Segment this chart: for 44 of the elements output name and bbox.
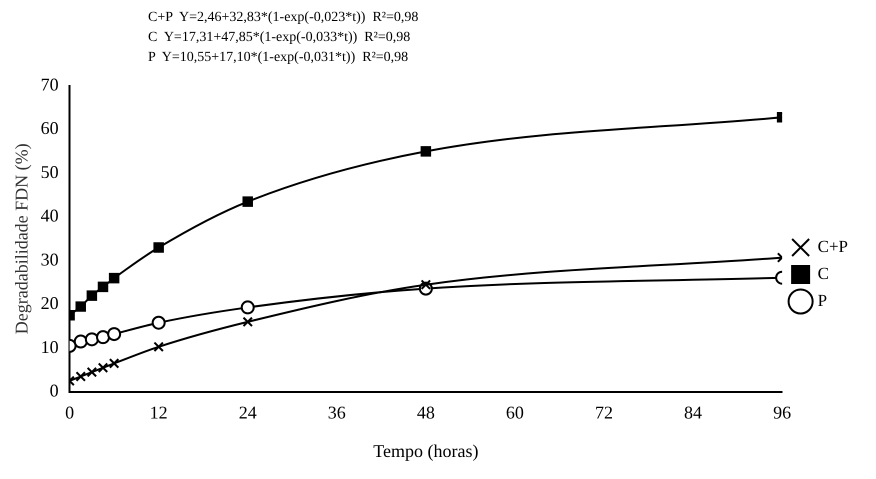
- y-tick-label: 0: [50, 380, 59, 401]
- x-tick-label: 36: [328, 402, 346, 422]
- x-tick-label: 24: [238, 402, 257, 422]
- y-tick-label: 70: [40, 74, 59, 95]
- point: [152, 316, 166, 330]
- y-tick-label: 40: [40, 206, 59, 226]
- point: [75, 301, 86, 312]
- y-axis-title: Degradabilidade FDN (%): [12, 143, 32, 334]
- point: [86, 290, 98, 301]
- text: P Y=10,55+17,10*(1-exp(-0,031*t)) R²=0,98: [148, 49, 410, 67]
- y-tick-label: 50: [40, 162, 59, 182]
- point: [420, 146, 432, 157]
- point: [84, 332, 99, 346]
- point: [242, 316, 253, 328]
- point: [86, 366, 98, 378]
- y-tick-label: 60: [40, 118, 59, 138]
- point: [153, 342, 164, 352]
- text: C+P Y=2,46+32,83*(1-exp(-0,023*t)) R²=0,98: [148, 9, 420, 27]
- y-tick-label: 20: [40, 293, 59, 314]
- legend-label: C: [818, 264, 829, 283]
- point: [240, 300, 255, 314]
- point: [96, 330, 110, 344]
- y-tick-label: 10: [40, 336, 59, 357]
- point: [74, 334, 88, 349]
- point: [75, 371, 86, 382]
- x-axis-title: Tempo (horas): [373, 440, 478, 461]
- point: [107, 327, 122, 342]
- x-tick-label: 96: [773, 402, 792, 422]
- point: [98, 282, 108, 292]
- x-tick-label: 48: [416, 402, 435, 422]
- point: [108, 358, 120, 369]
- x-tick-label: 72: [594, 402, 613, 422]
- x-tick-label: 12: [150, 402, 168, 422]
- text: C Y=17,31+47,85*(1-exp(-0,033*t)) R²=0,98: [148, 29, 412, 47]
- point: [108, 272, 120, 284]
- x-tick-label: 60: [506, 402, 524, 422]
- point: [153, 242, 164, 253]
- y-tick-label: 30: [40, 249, 59, 270]
- x-tick-label: 0: [65, 402, 74, 422]
- point: [98, 362, 108, 373]
- legend-label: P: [818, 290, 828, 310]
- point: [242, 196, 253, 207]
- x-tick-label: 84: [684, 402, 702, 422]
- legend-label: C+P: [818, 236, 848, 256]
